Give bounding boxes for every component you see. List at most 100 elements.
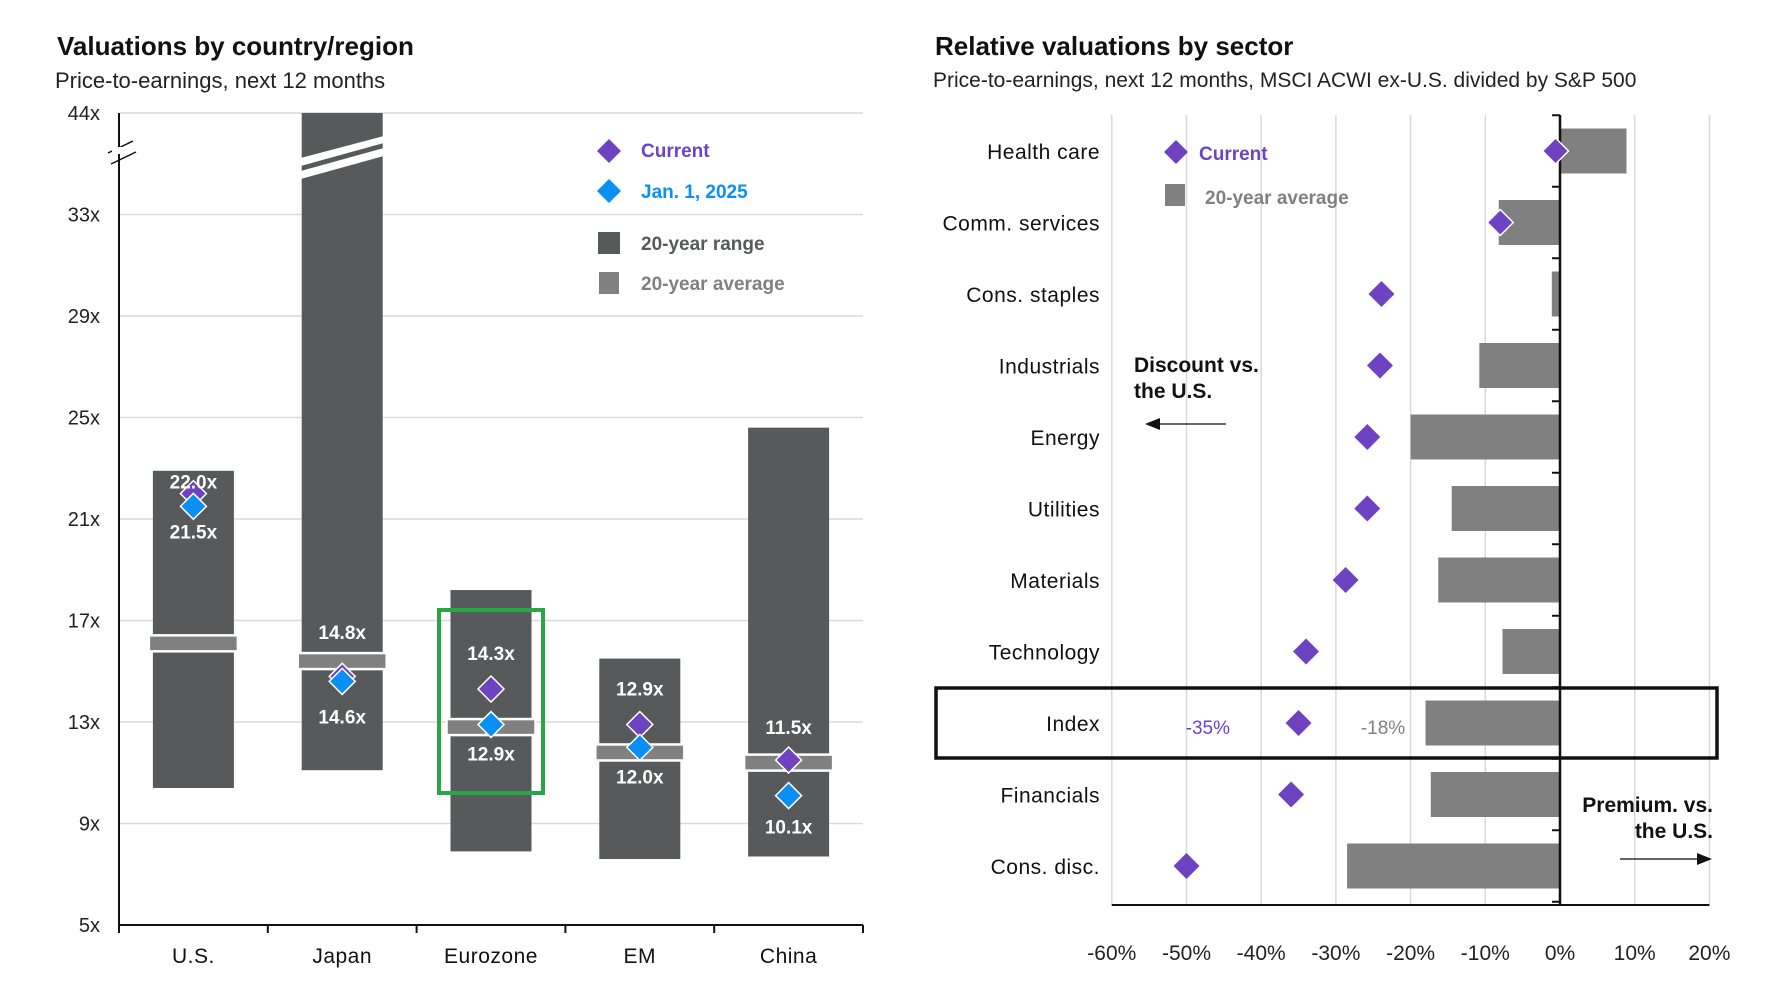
legend-range-label: 20-year range <box>641 234 765 255</box>
legend-current-diamond-icon <box>597 139 621 163</box>
range-bar-group-china: 11.5x 10.1x <box>742 427 835 857</box>
right-chart-title: Relative valuations by sector <box>935 31 1293 61</box>
y-tick-label: 5x <box>79 915 100 937</box>
current-diamond <box>1293 638 1320 665</box>
jan-2025-value-label: 12.0x <box>616 767 664 788</box>
left-arrow-icon <box>1145 418 1160 430</box>
jan-2025-diamond <box>179 492 208 521</box>
jan-2025-value-label: 21.5x <box>170 522 218 543</box>
right-legend: Current 20-year average <box>1164 140 1349 209</box>
discount-label-line1: Discount vs. <box>1134 354 1259 377</box>
sector-label: Comm. services <box>942 213 1100 236</box>
legend-range-square-icon <box>598 232 620 254</box>
current-diamond <box>1354 424 1381 450</box>
axis-break-mark-icon <box>110 151 137 165</box>
x-tick-label: 10% <box>1614 942 1656 965</box>
premium-label-line2: the U.S. <box>1635 820 1713 843</box>
legend-current-label: Current <box>1199 144 1268 165</box>
sector-label: Cons. staples <box>966 284 1100 307</box>
relative-valuations-by-sector-chart: Relative valuations by sector Price-to-e… <box>933 31 1730 965</box>
y-tick-label: 13x <box>68 712 100 734</box>
current-diamond <box>1366 352 1393 379</box>
average-bar <box>1347 843 1560 889</box>
left-chart-subtitle: Price-to-earnings, next 12 months <box>55 68 385 93</box>
jan-2025-diamond <box>625 733 654 762</box>
range-bar-group-eurozone: 14.3x 12.9x <box>445 590 537 852</box>
range-bar-group-japan: 14.8x 14.6x <box>296 113 388 771</box>
sector-label: Utilities <box>1028 499 1100 522</box>
x-category-label: Eurozone <box>444 945 538 968</box>
current-diamond <box>1173 853 1200 879</box>
x-tick-label: -30% <box>1311 942 1360 965</box>
current-value-label: 11.5x <box>765 718 812 739</box>
discount-label-line2: the U.S. <box>1134 380 1212 403</box>
x-category-label: Japan <box>312 945 372 968</box>
average-bar <box>1551 271 1560 317</box>
jan-2025-diamond <box>476 710 506 739</box>
left-range-bars: 22.0x 21.5x 14.8x 14.6x 14.3x 12.9x 12.9x 12.0x… <box>147 113 835 860</box>
average-bar <box>1430 772 1560 817</box>
range-bar-group-us: 22.0x 21.5x <box>147 470 240 788</box>
jan-2025-value-label: 12.9x <box>467 745 515 766</box>
x-category-label: U.S. <box>172 945 215 968</box>
y-tick-label: 9x <box>79 814 100 836</box>
sector-label: Index <box>1046 713 1100 736</box>
premium-annotation: Premium. vs. the U.S. <box>1582 794 1713 865</box>
current-diamond <box>1368 281 1395 307</box>
right-current-diamonds <box>1173 136 1570 879</box>
left-chart-title: Valuations by country/region <box>57 31 414 61</box>
legend-average-label: 20-year average <box>1205 188 1349 209</box>
right-arrow-icon <box>1697 853 1712 865</box>
average-bar <box>1479 343 1560 388</box>
right-x-axis-ticks: -60% -50% -40% -30% -20% -10% 0% 10% 20% <box>1087 942 1730 965</box>
x-tick-label: -60% <box>1087 942 1136 965</box>
right-category-labels: Health care Comm. services Cons. staples In… <box>942 141 1100 879</box>
average-bar <box>1560 128 1627 174</box>
x-tick-label: -10% <box>1461 942 1510 965</box>
x-tick-label: -40% <box>1237 942 1286 965</box>
right-average-bars <box>1347 128 1627 889</box>
sector-label: Materials <box>1010 570 1100 593</box>
sector-label: Energy <box>1030 427 1100 450</box>
y-tick-label: 25x <box>68 408 100 430</box>
current-diamond <box>1278 781 1305 808</box>
y-tick-label: 44x <box>68 103 100 125</box>
x-tick-label: -20% <box>1386 942 1435 965</box>
right-gridlines <box>1111 115 1711 905</box>
sector-label: Technology <box>989 642 1100 665</box>
average-bar <box>1502 629 1560 674</box>
average-bar <box>1438 557 1560 603</box>
current-diamond <box>1285 710 1312 736</box>
x-category-label: EM <box>624 945 657 968</box>
y-tick-label: 21x <box>68 509 100 531</box>
legend-current-label: Current <box>641 141 710 162</box>
current-diamond <box>1332 567 1359 593</box>
index-highlight-box <box>934 686 1719 760</box>
range-bar-group-em: 12.9x 12.0x <box>594 658 686 860</box>
current-value-label: 12.9x <box>616 680 664 701</box>
bar-break-stripe <box>300 136 384 166</box>
jan-2025-diamond <box>328 667 357 696</box>
jan-2025-diamond <box>774 781 803 810</box>
current-diamond <box>1486 208 1515 237</box>
eurozone-highlight-box <box>437 608 545 795</box>
left-y-axis-ticks: 5x 9x 13x 17x 21x 25x 29x 33x 44x <box>68 103 100 937</box>
current-diamond <box>774 746 803 775</box>
y-tick-label: 29x <box>68 306 100 328</box>
legend-jan-2025-label: Jan. 1, 2025 <box>641 182 748 203</box>
right-chart-subtitle: Price-to-earnings, next 12 months, MSCI … <box>933 69 1636 92</box>
index-current-value-label: -35% <box>1186 718 1230 739</box>
range-bar <box>152 470 234 788</box>
average-bar <box>147 634 240 653</box>
sector-label: Health care <box>987 141 1100 164</box>
left-axes <box>107 113 864 933</box>
current-value-label: 14.8x <box>318 623 366 644</box>
current-value-label: 14.3x <box>467 644 515 665</box>
average-bar <box>1410 414 1560 460</box>
legend-average-label: 20-year average <box>641 274 785 295</box>
sector-label: Industrials <box>999 356 1100 379</box>
x-tick-label: 0% <box>1545 942 1575 965</box>
y-tick-label: 17x <box>68 611 100 633</box>
bar-break-stripe <box>300 148 384 179</box>
